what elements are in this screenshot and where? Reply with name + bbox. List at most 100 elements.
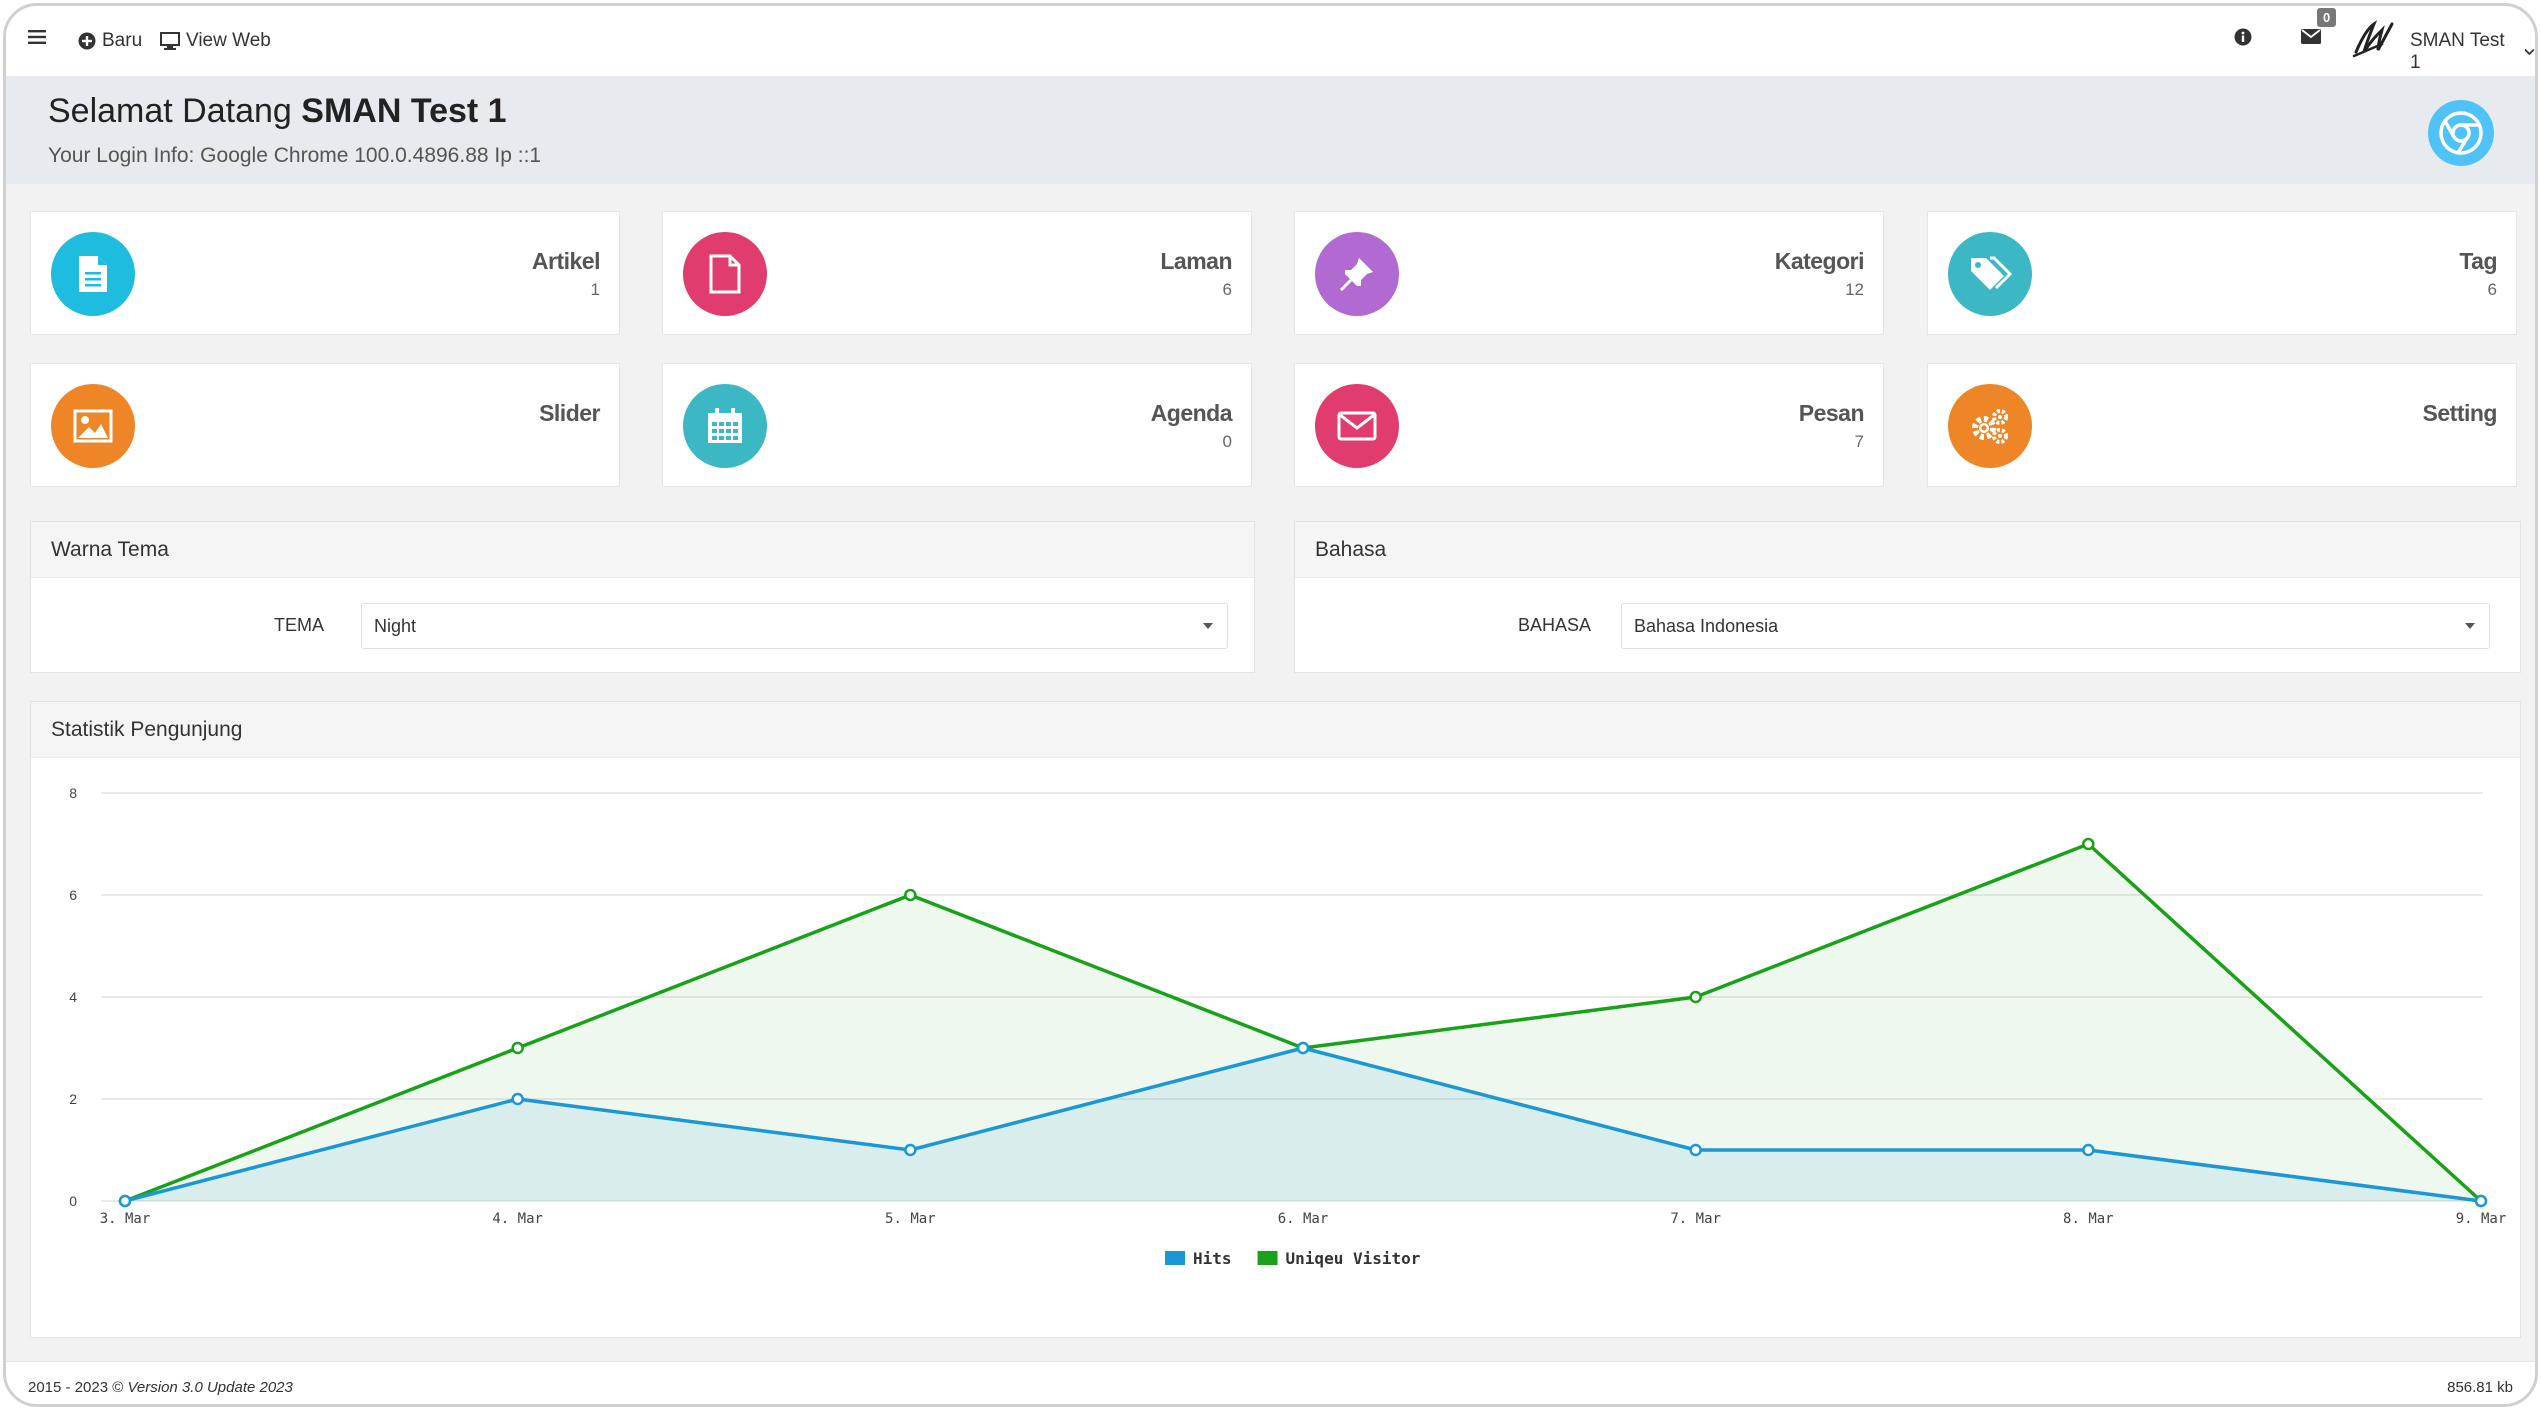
stat-count: 7 [1854,432,1864,451]
stat-count: 0 [1222,432,1232,451]
caret-down-icon [2465,623,2475,629]
y-tick-label: 4 [69,989,77,1005]
x-tick-label: 9. Mar [2456,1211,2507,1227]
stat-box-pesan[interactable]: Pesan 7 [1294,363,1884,487]
language-panel: Bahasa BAHASA Bahasa Indonesia [1294,521,2521,673]
stat-title: Setting [2422,400,2498,426]
stat-box-artikel[interactable]: Artikel 1 [30,211,620,335]
legend-swatch [1257,1251,1278,1265]
y-tick-label: 2 [69,1091,77,1107]
stat-title: Pesan [1798,400,1865,426]
legend-swatch [1165,1251,1185,1265]
data-point [511,1092,524,1106]
school-name: SMAN Test 1 [301,92,507,130]
copyright-text: 2015 - 2023 © [28,1379,124,1396]
theme-form-row: TEMA Night [31,603,1254,649]
theme-select[interactable]: Night [361,603,1228,649]
theme-panel-title: Warna Tema [31,522,1254,578]
x-tick-label: 8. Mar [2063,1211,2114,1227]
theme-panel: Warna Tema TEMA Night [30,521,1255,673]
data-point [904,1143,917,1157]
stat-box-agenda[interactable]: Agenda 0 [662,363,1252,487]
file-text-icon [51,232,135,316]
stat-box-slider[interactable]: Slider [30,363,620,487]
info-button[interactable] [2234,28,2252,46]
language-select[interactable]: Bahasa Indonesia [1621,603,2490,649]
data-point [2082,1143,2095,1157]
y-tick-label: 8 [69,785,77,801]
stat-box-tag[interactable]: Tag 6 [1927,211,2517,335]
visitor-stats-title: Statistik Pengunjung [31,702,2520,758]
stat-count: 6 [1222,280,1232,299]
language-panel-title: Bahasa [1295,522,2520,578]
user-name: SMAN Test 1 [2410,30,2505,73]
data-point [2474,1194,2488,1208]
image-icon [51,384,135,468]
chevron-down-icon [2524,48,2535,56]
language-selected-value: Bahasa Indonesia [1634,616,1779,636]
pin-icon [1315,232,1399,316]
data-point [511,1041,524,1055]
stat-title: Kategori [1774,248,1865,274]
memory-usage: 856.81 kb [2447,1379,2513,1396]
x-tick-label: 6. Mar [1278,1211,1329,1227]
app-window: Baru View Web 0 [3,3,2538,1407]
visitor-chart: 0 2 4 6 8 3. Mar 4. Mar 5. Mar 6. Mar 7. Mar 8. Ma… [69,785,2507,1268]
new-button-label: Baru [102,30,143,51]
stat-box-laman[interactable]: Laman 6 [662,211,1252,335]
legend-label: Uniqeu Visitor [1286,1249,1421,1268]
stat-box-setting[interactable]: Setting [1927,363,2517,487]
data-point [1689,990,1702,1004]
y-tick-label: 0 [69,1193,77,1209]
stat-title: Laman [1160,248,1232,274]
stat-count: 6 [2487,280,2497,299]
plus-circle-icon [78,32,96,50]
data-point [1689,1143,1702,1157]
messages-button[interactable] [2301,29,2321,44]
view-web-button[interactable]: View Web [160,30,271,52]
welcome-header: Selamat Datang SMAN Test 1 Your Login In… [6,76,2535,184]
file-icon [683,232,767,316]
data-point [904,888,917,902]
envelope-icon [1315,384,1399,468]
calendar-icon [683,384,767,468]
visitor-stats-panel: Statistik Pengunjung 0 2 4 6 8 3. Mar 4. Mar 5.… [30,701,2521,1338]
gears-icon [1948,384,2032,468]
x-tick-label: 7. Mar [1670,1211,1721,1227]
footer: 2015 - 2023 © Version 3.0 Update 2023 85… [6,1361,2535,1404]
greeting-text: Selamat Datang [48,92,292,130]
data-point [2082,837,2095,851]
language-form-row: BAHASA Bahasa Indonesia [1295,603,2520,649]
theme-selected-value: Night [374,616,417,636]
x-tick-label: 3. Mar [100,1211,151,1227]
hamburger-icon [28,30,46,44]
login-info: Your Login Info: Google Chrome 100.0.489… [48,144,542,167]
view-web-label: View Web [186,30,271,51]
series-area [125,1048,2481,1201]
stat-title: Slider [539,400,600,426]
browser-chrome-icon [2428,100,2494,166]
sidebar-toggle-button[interactable] [28,30,46,44]
caret-down-icon [1203,623,1213,629]
version-text: Version 3.0 Update 2023 [127,1379,293,1396]
signature-icon [2352,20,2394,58]
info-icon [2234,28,2252,46]
x-tick-label: 4. Mar [492,1211,543,1227]
footer-copyright: 2015 - 2023 © Version 3.0 Update 2023 [28,1379,293,1396]
stat-box-kategori[interactable]: Kategori 12 [1294,211,1884,335]
stat-title: Agenda [1150,400,1233,426]
page-title: Selamat Datang SMAN Test 1 [48,92,507,131]
new-button[interactable]: Baru [78,30,142,52]
y-tick-label: 6 [69,887,77,903]
x-tick-label: 5. Mar [885,1211,936,1227]
messages-count-badge: 0 [2317,8,2337,27]
stat-title: Artikel [531,248,601,274]
top-navbar: Baru View Web 0 [6,6,2535,76]
series-area [125,844,2481,1201]
language-label: BAHASA [1518,615,1592,635]
legend-label: Hits [1193,1249,1232,1268]
theme-label: TEMA [274,615,325,635]
user-avatar[interactable] [2352,18,2398,68]
envelope-icon [2301,29,2321,44]
user-menu[interactable]: SMAN Test 1 [2410,30,2535,74]
